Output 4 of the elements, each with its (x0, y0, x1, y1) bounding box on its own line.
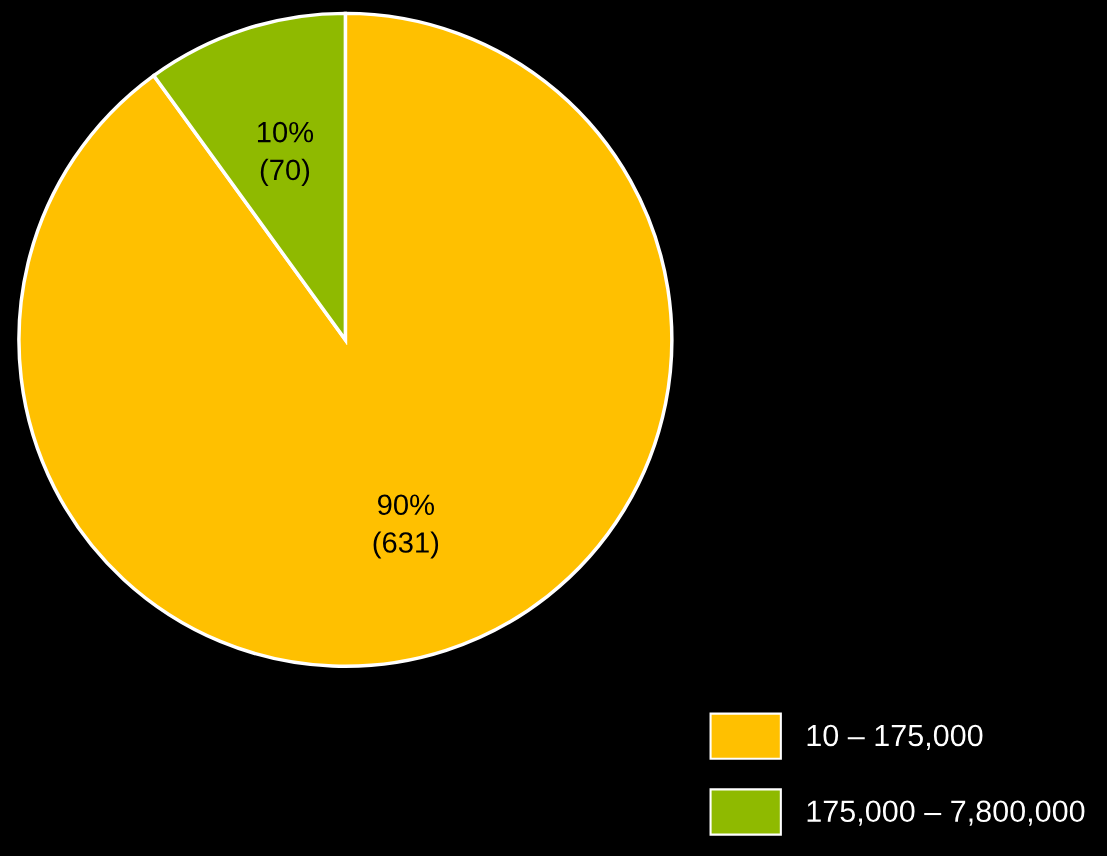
legend-label: 10 – 175,000 (807, 724, 983, 750)
data-label: 10% (70) (257, 121, 314, 186)
legend-label: 175,000 – 7,800,000 (807, 800, 1085, 826)
data-label: 90% (631) (373, 494, 439, 559)
